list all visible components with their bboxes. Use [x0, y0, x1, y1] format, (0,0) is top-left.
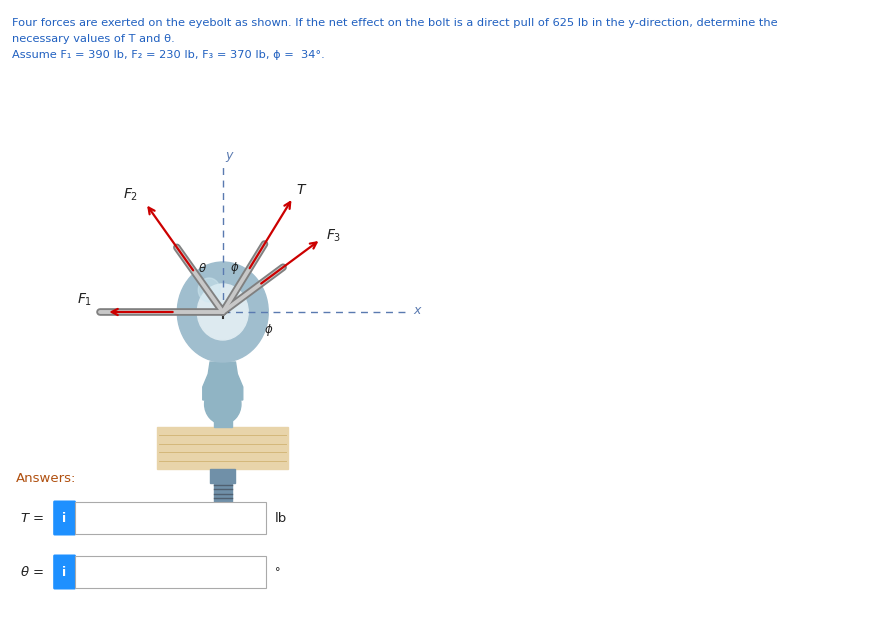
Bar: [210, 469, 236, 483]
FancyArrowPatch shape: [149, 207, 194, 270]
Circle shape: [204, 384, 241, 424]
FancyBboxPatch shape: [74, 556, 265, 588]
Text: Answers:: Answers:: [16, 472, 77, 484]
Bar: [158, 427, 289, 469]
Text: y: y: [226, 149, 233, 162]
FancyBboxPatch shape: [53, 554, 76, 589]
Text: $\theta$: $\theta$: [198, 262, 207, 275]
Circle shape: [177, 262, 268, 362]
Text: Assume F₁ = 390 lb, F₂ = 230 lb, F₃ = 370 lb, ϕ =  34°.: Assume F₁ = 390 lb, F₂ = 230 lb, F₃ = 37…: [12, 50, 324, 60]
Text: i: i: [63, 511, 66, 525]
Text: $F_2$: $F_2$: [124, 187, 139, 204]
Polygon shape: [202, 362, 243, 400]
Text: $\phi$: $\phi$: [263, 322, 273, 338]
Bar: [213, 402, 232, 427]
Text: lb: lb: [274, 511, 287, 525]
Text: i: i: [63, 566, 66, 579]
Text: x: x: [414, 303, 421, 317]
Circle shape: [198, 278, 220, 302]
Circle shape: [197, 284, 248, 340]
Text: Four forces are exerted on the eyebolt as shown. If the net effect on the bolt i: Four forces are exerted on the eyebolt a…: [12, 18, 778, 28]
Text: $T$: $T$: [297, 182, 307, 196]
FancyArrowPatch shape: [112, 309, 173, 315]
Text: $\phi$: $\phi$: [230, 260, 239, 276]
FancyBboxPatch shape: [74, 502, 265, 534]
FancyArrowPatch shape: [261, 243, 316, 284]
Text: $F_3$: $F_3$: [326, 227, 341, 243]
FancyArrowPatch shape: [250, 202, 290, 268]
FancyBboxPatch shape: [53, 500, 76, 536]
Text: $T$ =: $T$ =: [20, 511, 44, 525]
Text: $\theta$ =: $\theta$ =: [20, 565, 44, 579]
Text: $F_1$: $F_1$: [77, 292, 92, 308]
Bar: [213, 481, 232, 507]
Text: necessary values of T and θ.: necessary values of T and θ.: [12, 34, 175, 44]
Text: °: °: [274, 567, 280, 577]
